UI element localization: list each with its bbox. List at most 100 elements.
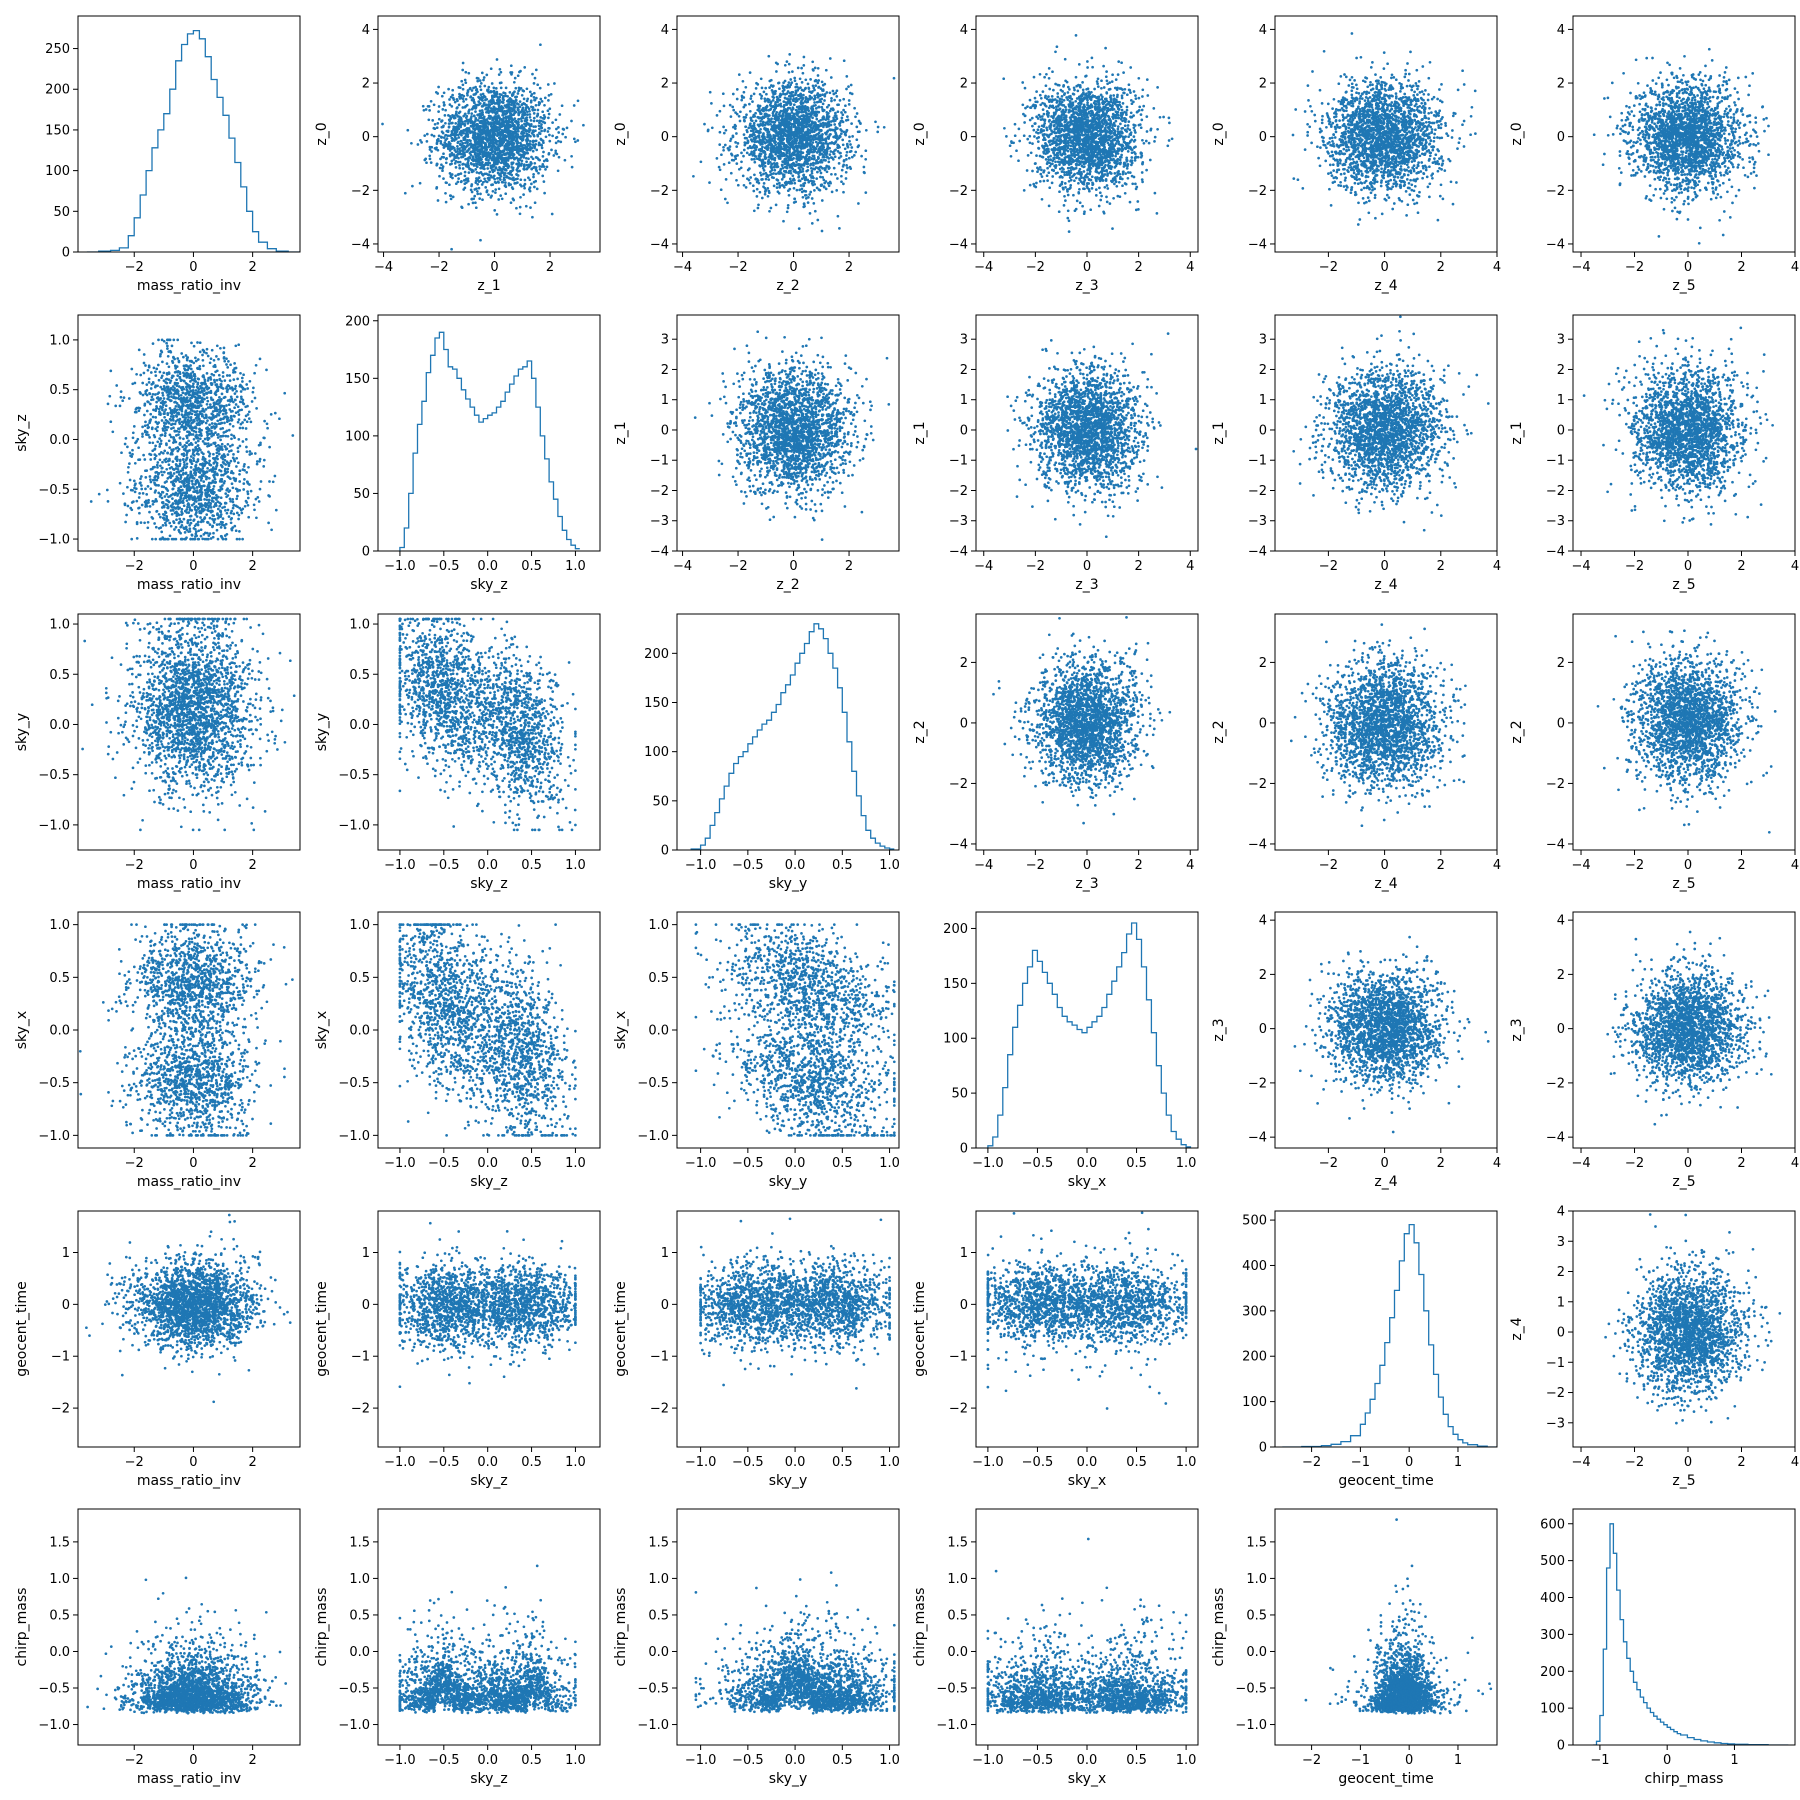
- scatter-point: [491, 95, 494, 98]
- scatter-point: [788, 86, 791, 89]
- scatter-point: [499, 82, 502, 85]
- scatter-point: [497, 98, 500, 101]
- scatter-point: [531, 93, 534, 96]
- scatter-point: [736, 113, 739, 116]
- scatter-point: [818, 106, 821, 109]
- scatter-point: [556, 136, 559, 139]
- scatter-point: [761, 87, 764, 90]
- scatter-point: [758, 134, 761, 137]
- scatter-point: [493, 159, 496, 162]
- x-tick-label: −2: [728, 260, 747, 275]
- scatter-point: [817, 138, 820, 141]
- scatter-point: [839, 124, 842, 127]
- scatter-point: [479, 130, 482, 133]
- plot-area: [381, 43, 585, 250]
- scatter-point: [1130, 156, 1133, 159]
- scatter-point: [786, 60, 789, 63]
- scatter-point: [505, 148, 508, 151]
- scatter-point: [830, 156, 833, 159]
- scatter-point: [785, 166, 788, 169]
- scatter-point: [478, 172, 481, 175]
- scatter-point: [804, 190, 807, 193]
- scatter-point: [801, 177, 804, 180]
- scatter-point: [442, 101, 445, 104]
- scatter-point: [759, 191, 762, 194]
- scatter-point: [841, 139, 844, 142]
- scatter-point: [1058, 190, 1061, 193]
- scatter-point: [796, 118, 799, 121]
- scatter-point: [524, 108, 527, 111]
- scatter-point: [737, 142, 740, 145]
- scatter-point: [566, 127, 569, 130]
- x-tick-label: 2: [845, 260, 853, 275]
- scatter-point: [521, 159, 524, 162]
- scatter-point: [849, 143, 852, 146]
- scatter-point: [527, 106, 530, 109]
- scatter-point: [532, 157, 535, 160]
- scatter-point: [853, 107, 856, 110]
- scatter-point: [529, 206, 532, 209]
- scatter-point: [821, 149, 824, 152]
- scatter-point: [790, 123, 793, 126]
- scatter-point: [809, 174, 812, 177]
- scatter-point: [454, 174, 457, 177]
- scatter-point: [538, 165, 541, 168]
- scatter-point: [542, 155, 545, 158]
- scatter-point: [804, 88, 807, 91]
- scatter-point: [762, 159, 765, 162]
- scatter-point: [479, 79, 482, 82]
- scatter-point: [794, 164, 797, 167]
- scatter-point: [837, 150, 840, 153]
- scatter-point: [794, 142, 797, 145]
- scatter-point: [798, 189, 801, 192]
- scatter-point: [767, 174, 770, 177]
- scatter-point: [835, 114, 838, 117]
- scatter-point: [470, 125, 473, 128]
- scatter-point: [781, 164, 784, 167]
- scatter-point: [557, 140, 560, 143]
- scatter-point: [792, 145, 795, 148]
- scatter-point: [530, 183, 533, 186]
- scatter-point: [473, 188, 476, 191]
- scatter-point: [471, 191, 474, 194]
- scatter-point: [842, 143, 845, 146]
- scatter-point: [519, 196, 522, 199]
- scatter-point: [753, 137, 756, 140]
- scatter-point: [514, 146, 517, 149]
- scatter-point: [865, 129, 868, 132]
- scatter-point: [797, 67, 800, 70]
- scatter-point: [821, 137, 824, 140]
- scatter-point: [1105, 70, 1108, 73]
- scatter-point: [543, 165, 546, 168]
- scatter-point: [811, 154, 814, 157]
- scatter-point: [534, 77, 537, 80]
- scatter-point: [475, 177, 478, 180]
- scatter-point: [449, 145, 452, 148]
- scatter-point: [795, 83, 798, 86]
- scatter-point: [463, 145, 466, 148]
- scatter-point: [743, 141, 746, 144]
- scatter-point: [411, 185, 414, 188]
- scatter-point: [501, 197, 504, 200]
- scatter-point: [1032, 183, 1035, 186]
- scatter-point: [440, 142, 443, 145]
- scatter-point: [808, 138, 811, 141]
- scatter-point: [797, 158, 800, 161]
- scatter-point: [460, 116, 463, 119]
- scatter-point: [757, 207, 760, 210]
- scatter-point: [540, 144, 543, 147]
- scatter-point: [825, 165, 828, 168]
- scatter-point: [753, 209, 756, 212]
- scatter-point: [811, 108, 814, 111]
- scatter-point: [557, 169, 560, 172]
- scatter-point: [481, 183, 484, 186]
- scatter-point: [818, 160, 821, 163]
- scatter-point: [732, 136, 735, 139]
- scatter-point: [731, 154, 734, 157]
- scatter-point: [512, 155, 515, 158]
- scatter-point: [820, 130, 823, 133]
- scatter-point: [1129, 171, 1132, 174]
- scatter-point: [381, 123, 384, 126]
- scatter-point: [746, 177, 749, 180]
- scatter-point: [817, 79, 820, 82]
